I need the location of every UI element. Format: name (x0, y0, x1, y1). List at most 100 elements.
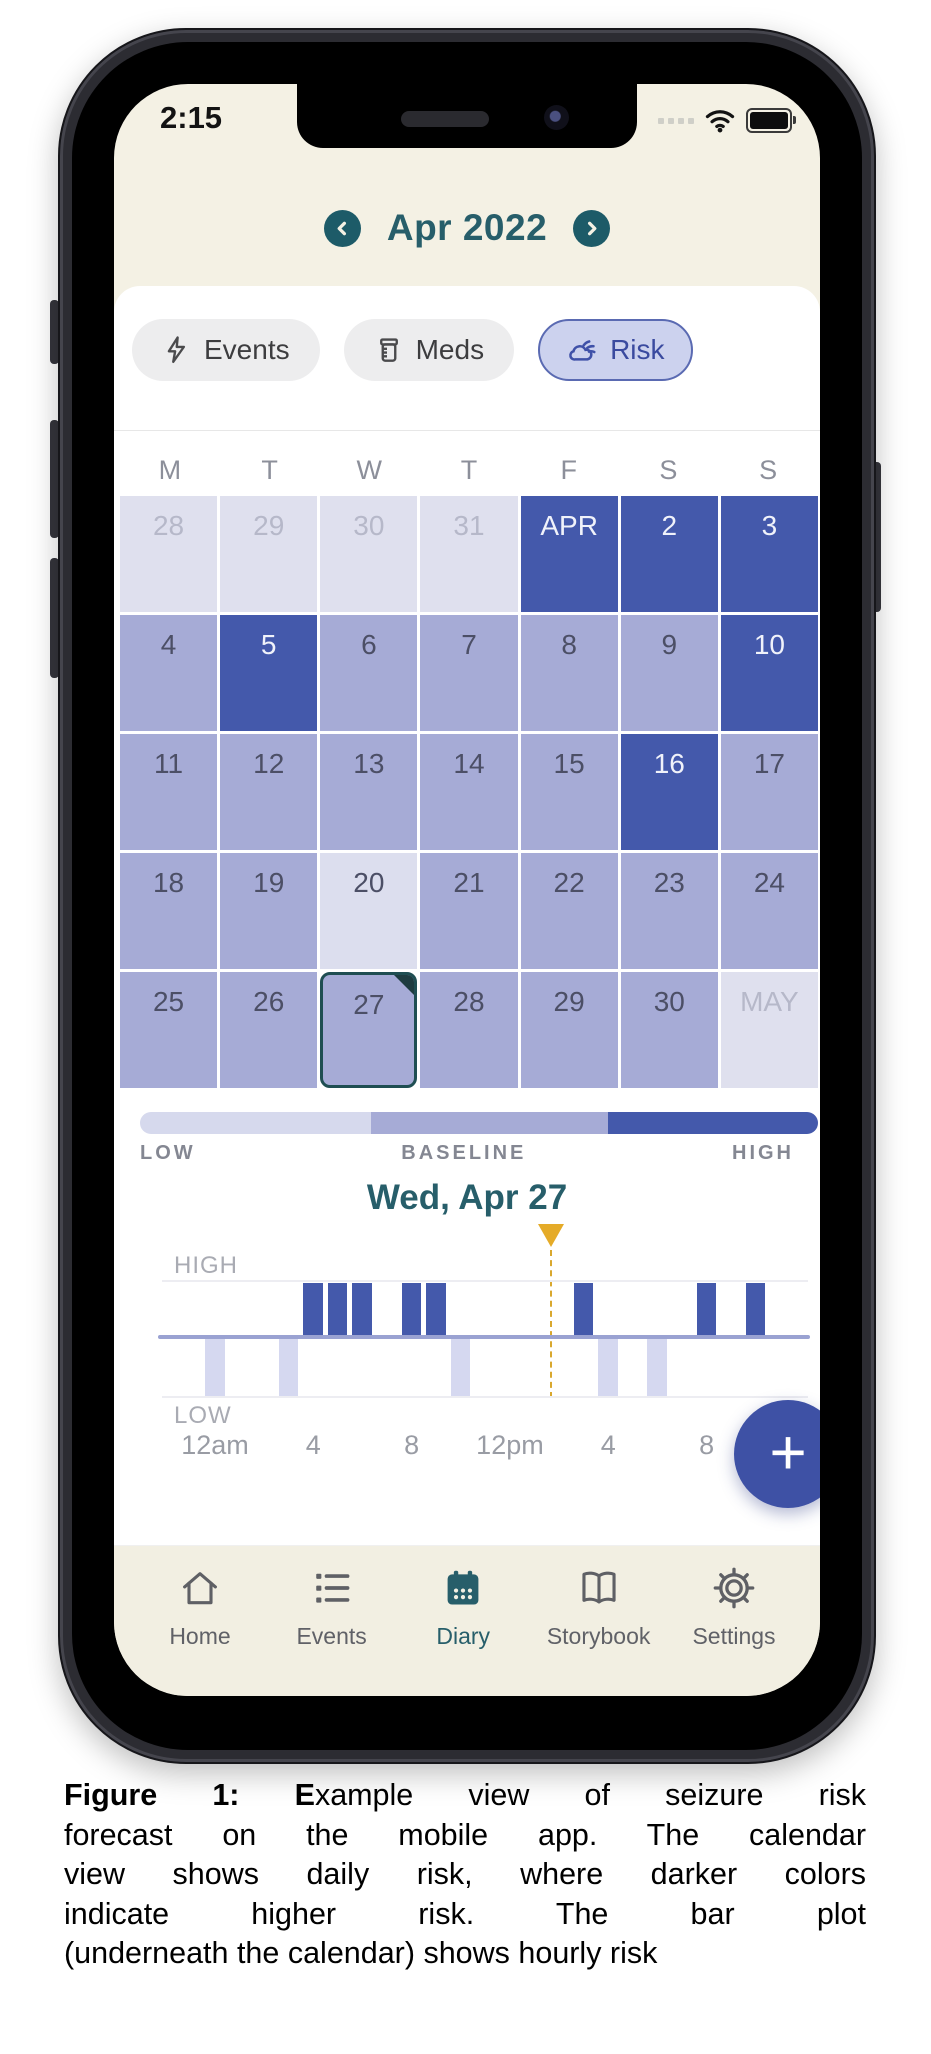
calendar-day-30[interactable]: 30 (620, 972, 718, 1088)
calendar-day-28[interactable]: 28 (120, 496, 218, 612)
chart-low-label: LOW (174, 1402, 232, 1429)
calendar-day-12[interactable]: 12 (220, 734, 318, 850)
volume-down-button[interactable] (50, 558, 59, 678)
next-month-button[interactable] (573, 209, 611, 247)
status-time: 2:15 (160, 100, 223, 135)
low-gridline (162, 1396, 808, 1398)
calendar-day-26[interactable]: 26 (220, 972, 318, 1088)
nav-item-settings[interactable]: Settings (686, 1566, 782, 1696)
prev-month-button[interactable] (323, 209, 361, 247)
calendar-day-7[interactable]: 7 (420, 615, 518, 731)
filter-chip-meds[interactable]: Meds (343, 319, 515, 381)
day-number: 14 (453, 748, 485, 779)
day-number: 23 (653, 867, 685, 898)
volume-up-button[interactable] (50, 420, 59, 538)
filter-chip-risk[interactable]: Risk (538, 319, 693, 381)
calendar-day-30[interactable]: 30 (320, 496, 418, 612)
legend-segment-1 (370, 1112, 608, 1134)
chart-high-label: HIGH (174, 1252, 238, 1279)
calendar-day-19[interactable]: 19 (220, 853, 318, 969)
calendar-day-21[interactable]: 21 (420, 853, 518, 969)
calendar-grid: 28 29 30 31 APR 2 3 4 5 6 7 8 9 10 11 12 13 14 15 16 17 18 19 2… (120, 496, 818, 1088)
risk-bar-hour-16 (598, 1339, 618, 1396)
day-number: 8 (561, 629, 577, 660)
calendar-day-8[interactable]: 8 (520, 615, 618, 731)
weekday-header-0: M (158, 454, 182, 485)
risk-bar-hour-6 (352, 1283, 372, 1335)
nav-item-events[interactable]: Events (284, 1566, 380, 1696)
hour-tick-12am: 12am (181, 1430, 249, 1460)
filter-chip-label: Meds (415, 334, 485, 365)
calendar-day-16[interactable]: 16 (620, 734, 718, 850)
calendar-day-27[interactable]: 27 (320, 972, 418, 1088)
power-button[interactable] (872, 462, 881, 612)
day-number: 31 (453, 510, 485, 541)
day-number: 27 (353, 989, 385, 1020)
nav-item-label: Settings (692, 1623, 776, 1649)
calendar-day-4[interactable]: 4 (120, 615, 218, 731)
calendar-day-17[interactable]: 17 (720, 734, 818, 850)
calendar-day-2[interactable]: 2 (620, 496, 718, 612)
calendar-day-9[interactable]: 9 (620, 615, 718, 731)
plus-icon: + (769, 1416, 807, 1488)
day-number: 10 (753, 629, 785, 660)
divider (114, 430, 820, 431)
calendar-day-5[interactable]: 5 (220, 615, 318, 731)
calendar-day-29[interactable]: 29 (520, 972, 618, 1088)
add-entry-fab[interactable]: + (734, 1400, 820, 1508)
nav-item-home[interactable]: Home (152, 1566, 248, 1696)
weekday-header-4: F (560, 454, 577, 485)
calendar-day-22[interactable]: 22 (520, 853, 618, 969)
day-number: 5 (260, 629, 277, 660)
caption-line-3: view shows daily risk, where darker colo… (64, 1857, 866, 1891)
day-number: 30 (353, 510, 385, 541)
nav-item-label: Home (169, 1623, 231, 1649)
risk-legend-labels: LOW BASELINE HIGH (140, 1142, 794, 1165)
calendar-day-31[interactable]: 31 (420, 496, 518, 612)
selected-day-title: Wed, Apr 27 (366, 1178, 568, 1217)
mute-switch[interactable] (50, 300, 59, 364)
calendar-day-10[interactable]: 10 (720, 615, 818, 731)
calendar-day-28[interactable]: 28 (420, 972, 518, 1088)
risk-bar-hour-10 (450, 1339, 471, 1396)
meds-bottle-icon (374, 335, 404, 365)
legend-segment-2 (607, 1112, 818, 1134)
gear-icon (712, 1566, 756, 1615)
calendar-day-20[interactable]: 20 (320, 853, 418, 969)
hour-tick-8: 8 (699, 1430, 715, 1460)
calendar-day-6[interactable]: 6 (320, 615, 418, 731)
nav-item-storybook[interactable]: Storybook (547, 1566, 650, 1696)
calendar-day-11[interactable]: 11 (120, 734, 218, 850)
day-number: 13 (353, 748, 385, 779)
calendar-day-29[interactable]: 29 (220, 496, 318, 612)
status-icons (658, 108, 796, 133)
nav-item-label: Diary (436, 1623, 491, 1649)
legend-segment-0 (140, 1112, 371, 1134)
risk-bar-hour-22 (745, 1283, 766, 1335)
bolt-icon (162, 335, 192, 365)
calendar-day-24[interactable]: 24 (720, 853, 818, 969)
caption-line-1: Figure 1: Example view of seizure risk (64, 1778, 867, 1812)
risk-bar-hour-4 (303, 1283, 323, 1335)
calendar-day-3[interactable]: 3 (720, 496, 818, 612)
weekday-header-6: S (759, 454, 778, 485)
calendar-day-14[interactable]: 14 (420, 734, 518, 850)
day-number: 26 (253, 986, 285, 1017)
notch (297, 84, 637, 148)
day-number: 11 (154, 748, 184, 779)
calendar-day-25[interactable]: 25 (120, 972, 218, 1088)
calendar-day-18[interactable]: 18 (120, 853, 218, 969)
day-number: 16 (653, 748, 685, 779)
phone-frame: 2:15 (58, 28, 876, 1764)
day-number: 7 (461, 629, 477, 660)
weekday-header-3: T (460, 454, 478, 485)
calendar-day-13[interactable]: 13 (320, 734, 418, 850)
calendar-day-23[interactable]: 23 (620, 853, 718, 969)
calendar-day-15[interactable]: 15 (520, 734, 618, 850)
nav-item-diary[interactable]: Diary (415, 1566, 511, 1696)
current-time-dashed-line (550, 1250, 552, 1398)
calendar-day-apr[interactable]: APR (520, 496, 618, 612)
filter-chip-events[interactable]: Events (132, 319, 320, 381)
caption-line-4: indicate higher risk. The bar plot (64, 1896, 866, 1931)
calendar-day-may[interactable]: MAY (720, 972, 818, 1088)
